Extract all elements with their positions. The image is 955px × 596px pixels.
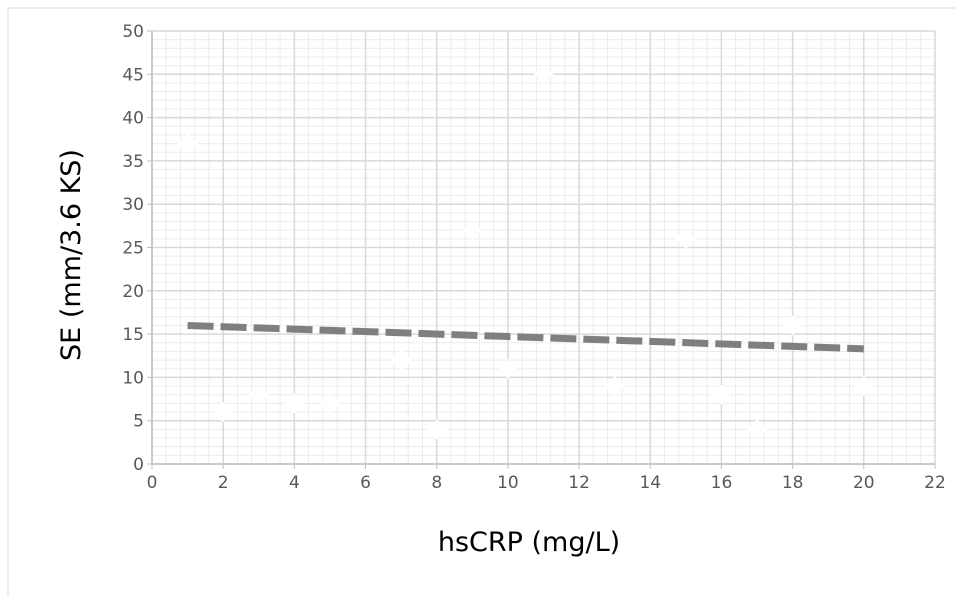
- x-tick-label: 20: [853, 473, 875, 493]
- y-tick-label: 20: [122, 282, 144, 302]
- y-tick-label: 35: [122, 152, 144, 172]
- chart-border: [7, 7, 955, 596]
- y-axis-title: SE (mm/3.6 KS): [56, 149, 87, 361]
- axes: [147, 30, 936, 469]
- y-tick-label: 15: [122, 325, 144, 345]
- x-tick-label: 2: [218, 473, 229, 493]
- data-point: [426, 419, 447, 440]
- y-tick-labels: 0 5 10 15 20 25 30 35 40 45 50: [122, 22, 144, 475]
- data-point: [177, 133, 198, 154]
- y-tick-label: 10: [122, 368, 144, 388]
- x-tick-label: 14: [639, 473, 661, 493]
- data-point: [213, 402, 234, 423]
- trendline: [187, 321, 864, 353]
- x-tick-label: 22: [924, 473, 946, 493]
- y-tick-label: 40: [122, 109, 144, 129]
- x-tick-label: 16: [711, 473, 733, 493]
- y-tick-label: 25: [122, 239, 144, 259]
- data-point: [248, 384, 269, 405]
- y-tick-label: 5: [133, 412, 144, 432]
- x-tick-label: 12: [568, 473, 590, 493]
- x-tick-label: 0: [147, 473, 158, 493]
- data-point: [675, 228, 696, 249]
- y-tick-label: 50: [122, 22, 144, 42]
- trendline-line: [187, 321, 864, 353]
- y-tick-label: 0: [133, 455, 144, 475]
- data-point: [747, 419, 768, 440]
- data-point: [319, 393, 340, 414]
- major-gridlines: [151, 30, 936, 465]
- data-point: [853, 376, 874, 397]
- data-point: [284, 393, 305, 414]
- data-point: [604, 376, 625, 397]
- x-tick-label: 18: [782, 473, 804, 493]
- data-point: [711, 384, 732, 405]
- x-tick-label: 8: [431, 473, 442, 493]
- x-tick-labels: 0 2 4 6 8 10 12 14 16 18 20 22: [147, 473, 946, 493]
- x-tick-label: 10: [497, 473, 519, 493]
- data-point: [462, 220, 483, 241]
- y-tick-label: 45: [122, 65, 144, 85]
- x-tick-label: 4: [289, 473, 300, 493]
- x-axis-title: hsCRP (mg/L): [438, 527, 620, 558]
- data-points: [177, 64, 874, 440]
- y-tick-label: 30: [122, 195, 144, 215]
- x-tick-label: 6: [360, 473, 371, 493]
- data-point: [782, 315, 803, 336]
- data-point: [497, 358, 518, 379]
- data-point: [391, 350, 412, 371]
- data-point: [533, 64, 554, 85]
